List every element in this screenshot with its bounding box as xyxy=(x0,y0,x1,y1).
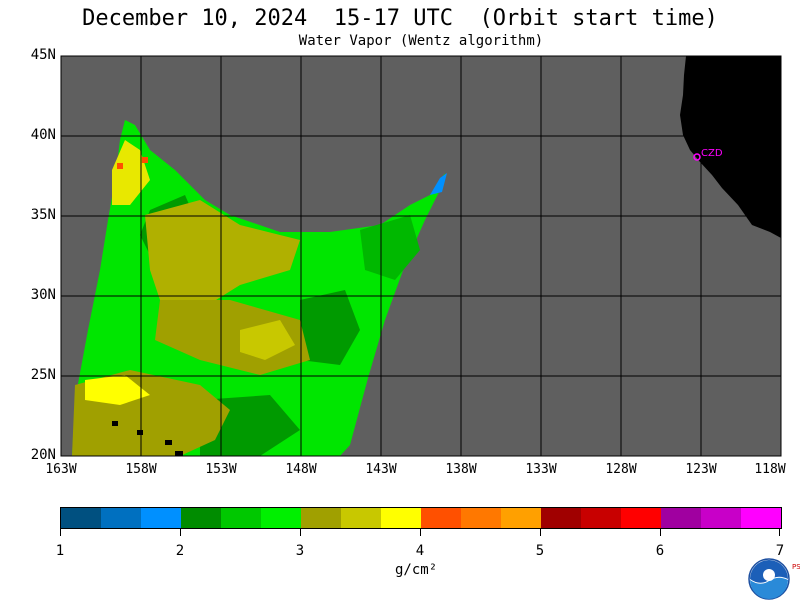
colorbar-swatch xyxy=(501,508,541,528)
map-subtitle: Water Vapor (Wentz algorithm) xyxy=(298,33,544,49)
colorbar-tick xyxy=(180,528,181,536)
vapor-patch-dark-green xyxy=(300,290,360,365)
colorbar-tick xyxy=(779,528,780,536)
station-marker-icon xyxy=(693,153,701,161)
colorbar-swatch xyxy=(541,508,581,528)
vapor-patch-blue xyxy=(430,173,447,195)
colorbar-tick-label: 6 xyxy=(655,543,665,559)
colorbar-swatch xyxy=(301,508,341,528)
colorbar-swatch xyxy=(581,508,621,528)
latitude-label: 30N xyxy=(30,287,56,303)
longitude-label: 123W xyxy=(685,462,717,477)
colorbar-tick-label: 2 xyxy=(175,543,185,559)
colorbar-swatch xyxy=(421,508,461,528)
longitude-label: 118W xyxy=(754,462,786,477)
vapor-patch-olive xyxy=(145,200,300,310)
map-frame xyxy=(60,55,782,457)
vapor-spot-high xyxy=(117,163,123,169)
colorbar-swatch xyxy=(661,508,701,528)
noaa-logo-icon xyxy=(748,558,790,600)
vapor-patch-olive xyxy=(240,320,295,360)
colorbar xyxy=(60,507,782,529)
colorbar-tick-label: 4 xyxy=(415,543,425,559)
colorbar-swatch xyxy=(701,508,741,528)
colorbar-tick xyxy=(540,528,541,536)
colorbar-tick xyxy=(660,528,661,536)
longitude-label: 128W xyxy=(605,462,637,477)
latitude-label: 45N xyxy=(30,47,56,63)
colorbar-tick xyxy=(300,528,301,536)
longitude-label: 133W xyxy=(525,462,557,477)
colorbar-swatch xyxy=(221,508,261,528)
island xyxy=(137,430,143,435)
colorbar-tick-label: 3 xyxy=(295,543,305,559)
vapor-spot-high xyxy=(142,157,148,163)
latitude-label: 40N xyxy=(30,127,56,143)
longitude-label: 153W xyxy=(205,462,237,477)
colorbar-swatch xyxy=(101,508,141,528)
station-label: CZD xyxy=(701,148,723,159)
colorbar-swatch xyxy=(141,508,181,528)
land-north-america xyxy=(680,56,781,238)
colorbar-unit: g/cm² xyxy=(395,562,438,578)
colorbar-swatch xyxy=(381,508,421,528)
vapor-patch-yellow xyxy=(85,375,150,405)
latitude-label: 20N xyxy=(30,447,56,463)
longitude-label: 138W xyxy=(445,462,477,477)
colorbar-tick-label: 1 xyxy=(55,543,65,559)
latitude-label: 25N xyxy=(30,367,56,383)
latitude-label: 35N xyxy=(30,207,56,223)
longitude-label: 158W xyxy=(125,462,157,477)
vapor-patch-dark-green xyxy=(360,215,420,280)
colorbar-swatch xyxy=(741,508,781,528)
colorbar-tick-label: 5 xyxy=(535,543,545,559)
colorbar-swatch xyxy=(341,508,381,528)
longitude-label: 143W xyxy=(365,462,397,477)
psl-text: PSL xyxy=(792,563,800,571)
colorbar-swatch xyxy=(61,508,101,528)
colorbar-tick-label: 7 xyxy=(775,543,785,559)
island xyxy=(112,421,118,426)
map-title: December 10, 2024 15-17 UTC (Orbit start… xyxy=(82,6,718,31)
island xyxy=(175,451,183,456)
longitude-label: 148W xyxy=(285,462,317,477)
colorbar-swatch xyxy=(261,508,301,528)
colorbar-tick xyxy=(60,528,61,536)
longitude-label: 163W xyxy=(45,462,77,477)
colorbar-tick xyxy=(420,528,421,536)
colorbar-ticks xyxy=(60,528,780,536)
colorbar-swatch xyxy=(181,508,221,528)
colorbar-swatch xyxy=(621,508,661,528)
colorbar-swatch xyxy=(461,508,501,528)
lat-lon-grid xyxy=(61,56,781,456)
island xyxy=(165,440,172,445)
